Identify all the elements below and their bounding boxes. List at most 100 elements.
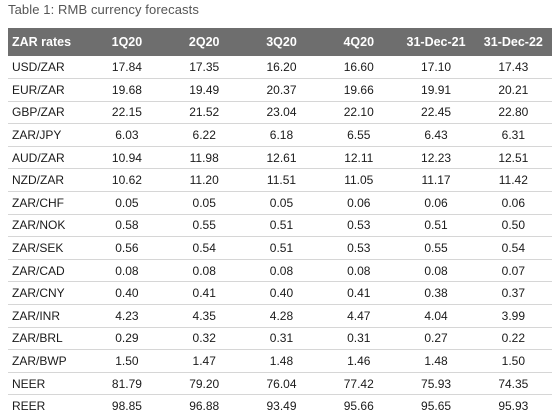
- forecast-value-cell: 19.68: [88, 78, 166, 102]
- forecast-value-cell: 0.22: [474, 327, 552, 351]
- forecast-value-cell: 1.47: [165, 349, 243, 373]
- forecast-value-cell: 93.49: [266, 399, 297, 414]
- forecast-value-cell: 0.29: [88, 327, 166, 351]
- table-row: ZAR/CAD 0.08 0.08 0.08 0.08 0.08 0.07: [8, 259, 552, 283]
- rate-name-cell: AUD/ZAR: [8, 146, 89, 170]
- table-row: ZAR/INR 4.23 4.35 4.28 4.47 4.04 3.99: [8, 304, 552, 328]
- forecast-value-cell: 6.31: [474, 123, 552, 147]
- forecast-value-cell: 0.50: [474, 214, 552, 238]
- table-row: ZAR/BWP 1.50 1.47 1.48 1.46 1.48 1.50: [8, 349, 552, 373]
- currency-forecast-table: ZAR rates 1Q20 2Q20 3Q20 4Q20 31-Dec-21 31-Dec…: [8, 28, 552, 418]
- forecast-value-cell: 3.99: [474, 304, 552, 328]
- forecast-value-cell: 0.08: [320, 259, 398, 283]
- forecast-value-cell: 11.98: [165, 146, 243, 170]
- column-header-rate: ZAR rates: [12, 35, 72, 49]
- forecast-value-cell: 17.35: [165, 56, 243, 80]
- rate-name-cell: ZAR/BRL: [8, 327, 89, 351]
- forecast-value-cell: 0.08: [242, 259, 321, 283]
- rate-name-cell: ZAR/SEK: [8, 236, 89, 260]
- forecast-value-cell: 6.22: [165, 123, 243, 147]
- forecast-value-cell: 81.79: [88, 372, 166, 396]
- column-header: 3Q20: [266, 35, 297, 49]
- forecast-value-cell: 22.45: [397, 101, 475, 125]
- table-row: USD/ZAR 17.84 17.35 16.20 16.60 17.10 17.43: [8, 56, 552, 80]
- forecast-value-cell: 0.31: [242, 327, 321, 351]
- forecast-value-cell: 22.10: [320, 101, 398, 125]
- column-header: 31-Dec-22: [483, 35, 543, 49]
- forecast-value-cell: 10.62: [88, 168, 166, 193]
- forecast-value-cell: 17.84: [88, 56, 166, 80]
- forecast-value-cell: 17.10: [397, 56, 475, 80]
- forecast-value-cell: 10.94: [88, 146, 166, 170]
- forecast-value-cell: 0.51: [397, 214, 475, 238]
- forecast-value-cell: 19.91: [397, 78, 475, 102]
- column-header: 2Q20: [188, 35, 220, 49]
- forecast-value-cell: 4.47: [320, 304, 398, 328]
- forecast-value-cell: 0.06: [474, 191, 552, 215]
- forecast-value-cell: 0.53: [320, 214, 398, 238]
- forecast-value-cell: 16.60: [320, 56, 398, 80]
- forecast-value-cell: 4.28: [242, 304, 321, 328]
- rate-name-cell: REER: [12, 399, 46, 414]
- forecast-value-cell: 0.38: [397, 281, 475, 306]
- rate-name-cell: ZAR/CHF: [8, 191, 89, 215]
- table-row: AUD/ZAR 10.94 11.98 12.61 12.11 12.23 12.51: [8, 146, 552, 170]
- table-row: ZAR/SEK 0.56 0.54 0.51 0.53 0.55 0.54: [8, 236, 552, 260]
- table-body: USD/ZAR 17.84 17.35 16.20 16.60 17.10 17.43 EUR…: [8, 56, 552, 418]
- forecast-value-cell: 0.41: [320, 281, 398, 306]
- forecast-value-cell: 0.31: [320, 327, 398, 351]
- forecast-value-cell: 23.04: [242, 101, 321, 125]
- forecast-value-cell: 77.42: [320, 372, 398, 396]
- forecast-value-cell: 0.54: [165, 236, 243, 260]
- forecast-value-cell: 0.06: [397, 191, 475, 215]
- forecast-value-cell: 19.66: [320, 78, 398, 102]
- forecast-value-cell: 0.08: [88, 259, 166, 283]
- forecast-value-cell: 11.17: [397, 168, 475, 193]
- table-row: ZAR/CHF 0.05 0.05 0.05 0.06 0.06 0.06: [8, 191, 552, 215]
- forecast-value-cell: 0.05: [242, 191, 321, 215]
- rate-name-cell: ZAR/NOK: [8, 214, 89, 238]
- rate-name-cell: GBP/ZAR: [8, 101, 89, 125]
- forecast-value-cell: 1.48: [397, 349, 475, 373]
- forecast-value-cell: 0.05: [88, 191, 166, 215]
- forecast-value-cell: 74.35: [474, 372, 552, 396]
- forecast-value-cell: 4.04: [397, 304, 475, 328]
- rate-name-cell: EUR/ZAR: [8, 78, 89, 102]
- forecast-value-cell: 22.80: [474, 101, 552, 125]
- forecast-value-cell: 22.15: [88, 101, 166, 125]
- forecast-value-cell: 1.50: [88, 349, 166, 373]
- forecast-value-cell: 0.08: [165, 259, 243, 283]
- forecast-value-cell: 0.27: [397, 327, 475, 351]
- forecast-value-cell: 19.49: [165, 78, 243, 102]
- column-header: 4Q20: [343, 35, 375, 49]
- forecast-value-cell: 76.04: [242, 372, 321, 396]
- forecast-value-cell: 11.42: [474, 168, 552, 193]
- forecast-value-cell: 98.85: [111, 399, 142, 414]
- forecast-value-cell: 11.05: [320, 168, 398, 193]
- rate-name-cell: NZD/ZAR: [8, 168, 89, 193]
- forecast-value-cell: 95.93: [498, 399, 529, 414]
- table-row: NZD/ZAR 10.62 11.20 11.51 11.05 11.17 11.42: [8, 168, 552, 193]
- forecast-value-cell: 4.23: [88, 304, 166, 328]
- forecast-value-cell: 95.66: [343, 399, 374, 414]
- forecast-value-cell: 6.43: [397, 123, 475, 147]
- table-row: ZAR/JPY 6.03 6.22 6.18 6.55 6.43 6.31: [8, 123, 552, 147]
- forecast-value-cell: 79.20: [165, 372, 243, 396]
- table-header-row: ZAR rates 1Q20 2Q20 3Q20 4Q20 31-Dec-21 31-Dec…: [8, 28, 552, 56]
- forecast-value-cell: 12.61: [242, 146, 321, 170]
- forecast-value-cell: 20.21: [474, 78, 552, 102]
- forecast-value-cell: 0.53: [320, 236, 398, 260]
- forecast-value-cell: 0.55: [397, 236, 475, 260]
- forecast-value-cell: 0.08: [397, 259, 475, 283]
- forecast-value-cell: 96.88: [189, 399, 220, 414]
- forecast-value-cell: 95.65: [421, 399, 452, 414]
- forecast-value-cell: 11.20: [165, 168, 243, 193]
- forecast-value-cell: 0.07: [474, 259, 552, 283]
- rate-name-cell: ZAR/CAD: [8, 259, 89, 283]
- forecast-value-cell: 4.35: [165, 304, 243, 328]
- forecast-value-cell: 12.51: [474, 146, 552, 170]
- forecast-value-cell: 0.40: [242, 281, 321, 306]
- forecast-value-cell: 0.56: [88, 236, 166, 260]
- rate-name-cell: USD/ZAR: [8, 56, 89, 80]
- forecast-value-cell: 0.41: [165, 281, 243, 306]
